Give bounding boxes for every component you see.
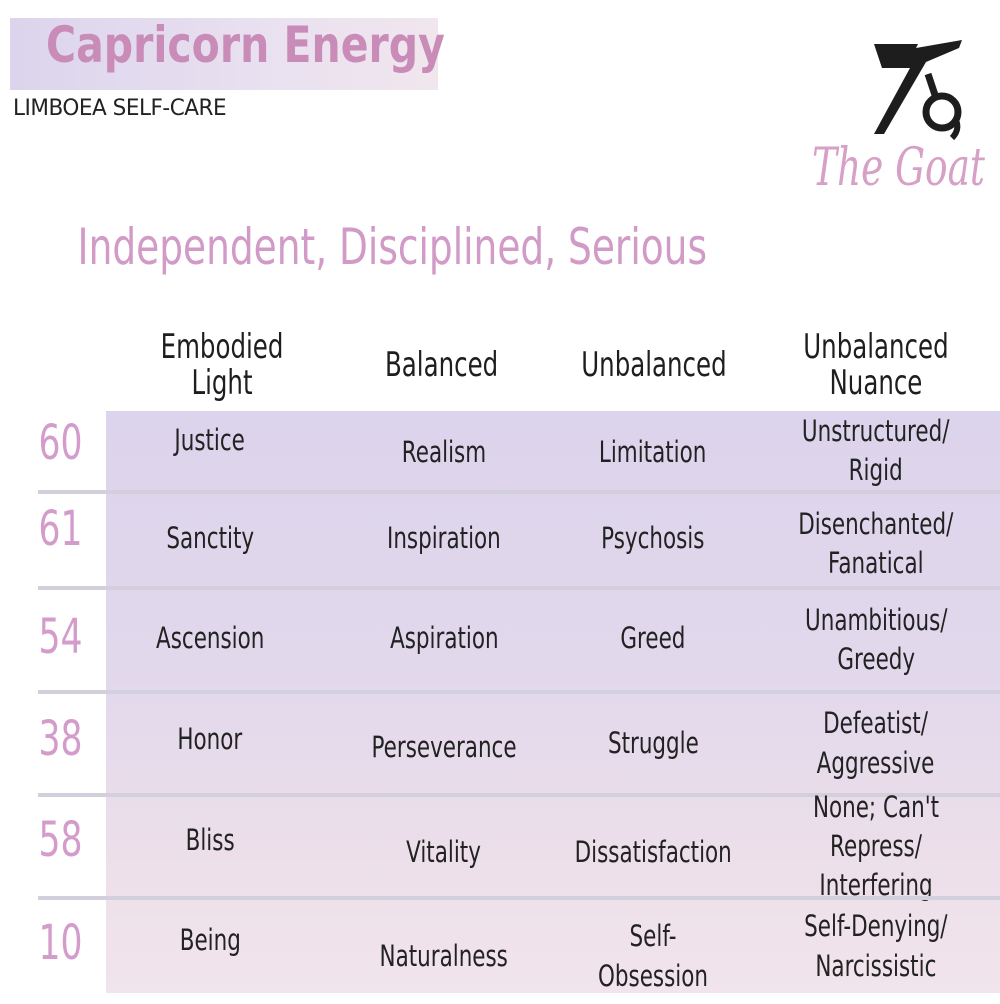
cell-unbalanced: Self-Obsession [598, 919, 708, 993]
title-banner [10, 18, 438, 90]
column-header-unbalanced-nuance: Unbalanced Nuance [803, 327, 949, 403]
row-divider [38, 490, 1000, 494]
cell-balanced: Naturalness [379, 938, 509, 973]
cell-nuance: Defeatist/ Aggressive [817, 706, 935, 780]
cell-balanced: Aspiration [389, 621, 499, 656]
row-number: 10 [39, 915, 83, 971]
cell-balanced: Perseverance [371, 729, 517, 764]
cell-nuance: Unambitious/ Greedy [804, 602, 948, 676]
cell-embodied-light: Honor [177, 721, 243, 756]
row-number: 61 [39, 501, 83, 557]
sign-name: The Goat [812, 138, 985, 198]
cell-embodied-light: Ascension [155, 621, 265, 656]
row-number: 58 [39, 812, 83, 868]
cell-balanced: Vitality [406, 834, 482, 869]
row-number: 38 [39, 711, 83, 767]
cell-unbalanced: Dissatisfaction [574, 834, 732, 869]
cell-nuance: Disenchanted/ Fanatical [798, 506, 954, 580]
column-header-unbalanced: Unbalanced [581, 345, 727, 386]
brand-subtitle: LIMBOEA SELF-CARE [13, 96, 227, 121]
cell-unbalanced: Psychosis [601, 521, 705, 556]
row-number: 60 [39, 415, 83, 471]
cell-embodied-light: Sanctity [166, 521, 254, 556]
capricorn-glyph-icon [874, 40, 962, 141]
cell-nuance: Unstructured/ Rigid [802, 413, 950, 487]
row-divider [38, 690, 1000, 694]
row-number: 54 [39, 609, 83, 665]
traits-heading: Independent, Disciplined, Serious [77, 218, 707, 276]
row-divider [38, 586, 1000, 590]
cell-unbalanced: Limitation [599, 435, 707, 470]
column-header-embodied-light: Embodied Light [160, 327, 284, 403]
cell-unbalanced: Struggle [607, 725, 699, 760]
cell-balanced: Realism [401, 435, 487, 470]
cell-embodied-light: Justice [174, 423, 246, 458]
cell-unbalanced: Greed [620, 621, 686, 656]
page-title: Capricorn Energy [46, 16, 445, 74]
row-divider [38, 793, 1000, 797]
cell-embodied-light: Bliss [185, 822, 235, 857]
cell-nuance: None; Can't Repress/ Interfering [812, 789, 940, 903]
row-divider [38, 896, 1000, 900]
cell-embodied-light: Being [179, 922, 241, 957]
column-header-balanced: Balanced [385, 345, 499, 386]
cell-balanced: Inspiration [387, 521, 501, 556]
cell-nuance: Self-Denying/ Narcissistic [804, 909, 948, 983]
